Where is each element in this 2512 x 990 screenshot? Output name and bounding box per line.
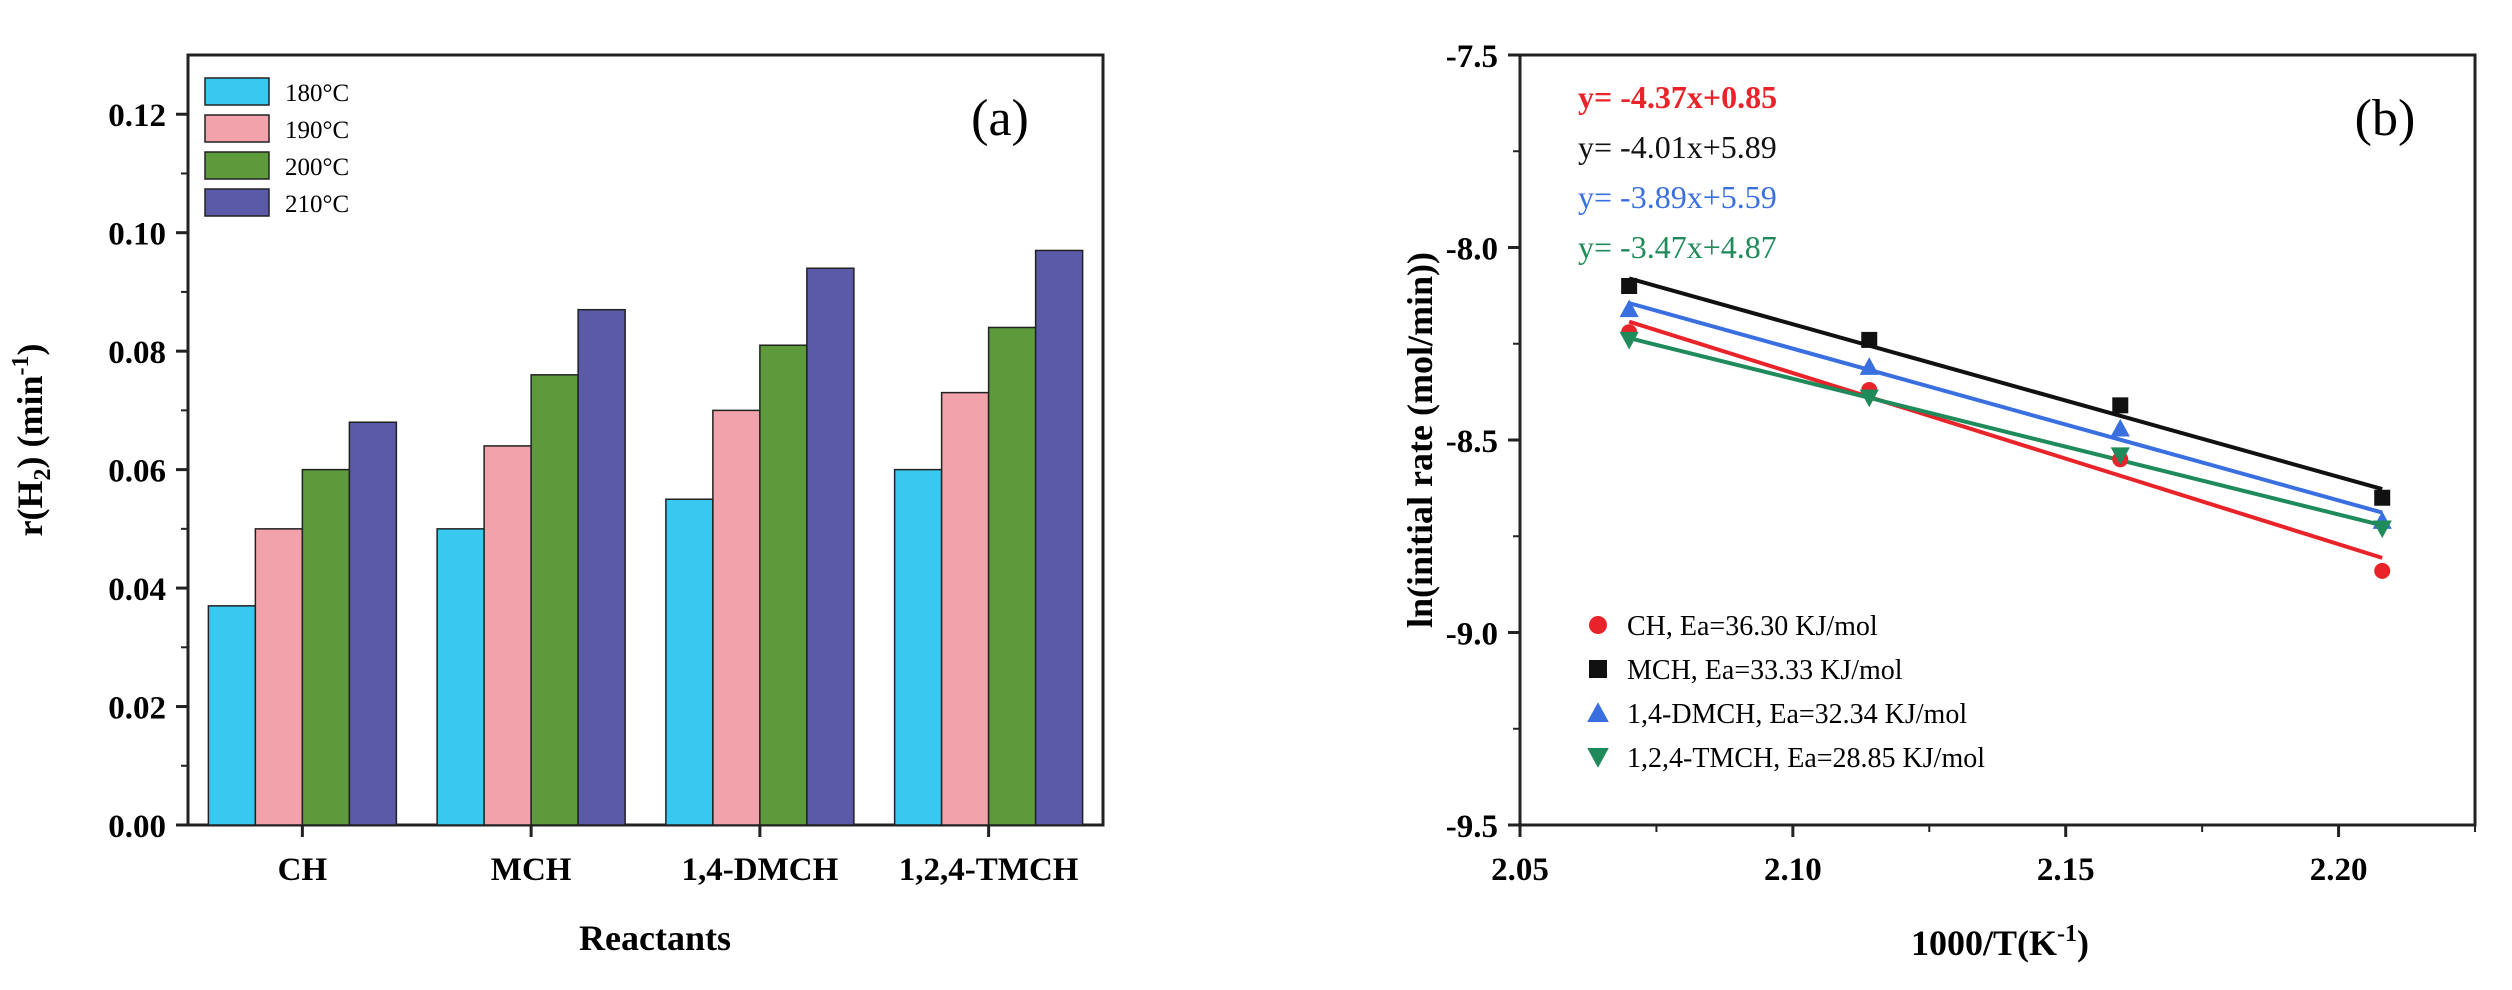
x-tick-label: 1,2,4-TMCH: [899, 852, 1079, 888]
legend-swatch: [204, 77, 270, 106]
legend-label: MCH, Ea=33.33 KJ/mol: [1627, 655, 1903, 686]
bar: [893, 468, 943, 826]
bar: [530, 374, 579, 826]
scatter-chart-panel: -7.5 -8.0 -8.5 -9.0 -9.5 2.05 2.10 2.15 2.20 y=…: [1400, 39, 2477, 963]
y-tick-label: 0.00: [108, 809, 166, 845]
bar: [301, 468, 351, 826]
y-tick-label: -9.5: [1446, 809, 1498, 845]
bar: [712, 409, 761, 826]
legend-label: CH, Ea=36.30 KJ/mol: [1627, 611, 1878, 642]
data-point: [1861, 331, 1878, 348]
panel-label: (b): [2355, 90, 2416, 147]
y-axis-label: r(H2) (min-1): [8, 344, 56, 537]
legend-marker: [1587, 702, 1609, 722]
fit-equations: y= -4.37x+0.85 y= -4.01x+5.89 y= -3.89x+5.…: [1578, 79, 1777, 265]
y-tick-label: 0.02: [108, 691, 166, 727]
bar: [348, 421, 398, 826]
legend-swatch: [204, 114, 270, 143]
legend-marker: [1587, 748, 1609, 768]
legend-marker: [1589, 660, 1607, 678]
x-tick-label: 2.15: [2037, 852, 2095, 888]
bar: [759, 344, 808, 826]
x-axis-label: 1000/T(K-1): [1911, 921, 2089, 963]
legend-label: 1,2,4-TMCH, Ea=28.85 KJ/mol: [1627, 743, 1985, 774]
plot-frame: [186, 53, 1105, 827]
fit-line: [1628, 319, 2383, 560]
fit-line: [1628, 301, 2383, 515]
x-axis-ticks: CH MCH 1,4-DMCH 1,2,4-TMCH: [278, 825, 1079, 888]
y-tick-label: -8.5: [1446, 424, 1498, 460]
y-tick-label: 0.10: [108, 217, 166, 253]
data-point: [1859, 389, 1879, 408]
data-point: [2374, 489, 2391, 506]
x-tick-label: 2.20: [2310, 852, 2368, 888]
legend-label: 200°C: [285, 154, 349, 181]
x-tick-label: MCH: [491, 852, 572, 888]
legend-swatch: [204, 188, 270, 217]
legend-swatch: [204, 151, 270, 180]
legend-label: 190°C: [285, 117, 349, 144]
bar: [254, 528, 304, 826]
bar: [665, 498, 714, 826]
legend: 180°C 190°C 200°C 210°C: [204, 77, 349, 218]
legend-marker: [1589, 616, 1607, 634]
legend: CH, Ea=36.30 KJ/mol MCH, Ea=33.33 KJ/mol 1…: [1587, 611, 1985, 774]
data-point: [2372, 520, 2392, 539]
fit-equation: y= -4.01x+5.89: [1578, 129, 1777, 165]
legend-label: 180°C: [285, 80, 349, 107]
y-tick-label: 0.12: [108, 98, 166, 134]
y-tick-label: 0.04: [108, 572, 166, 608]
x-tick-label: CH: [278, 852, 328, 888]
data-point: [2112, 397, 2129, 414]
data-point: [1859, 357, 1879, 375]
bar: [1034, 249, 1084, 826]
panel-label: (a): [971, 90, 1029, 147]
fit-line: [1628, 276, 2383, 492]
bar: [207, 605, 257, 826]
bar: [483, 445, 532, 826]
x-axis-label: Reactants: [579, 918, 731, 958]
data-points: [1619, 278, 2392, 579]
bar-chart-panel: 0.00 0.02 0.04 0.06 0.08 0.10 0.12 CH MCH 1,4-DM…: [8, 53, 1105, 958]
y-tick-label: 0.08: [108, 335, 166, 371]
data-point: [2110, 418, 2130, 437]
fit-equation: y= -4.37x+0.85: [1578, 79, 1777, 115]
data-point: [1619, 299, 1639, 318]
x-axis-ticks: 2.05 2.10 2.15 2.20: [1491, 825, 2476, 888]
bar: [806, 267, 855, 826]
y-axis-label: ln(initial rate (mol/min)): [1400, 252, 1440, 628]
fit-lines: [1628, 276, 2383, 560]
legend-label: 1,4-DMCH, Ea=32.34 KJ/mol: [1627, 699, 1967, 730]
y-axis-ticks: 0.00 0.02 0.04 0.06 0.08 0.10 0.12: [108, 98, 188, 845]
x-tick-label: 2.05: [1491, 852, 1549, 888]
bar-group: [207, 249, 1084, 826]
bar: [436, 528, 485, 826]
legend-label: 210°C: [285, 191, 349, 218]
y-tick-label: -8.0: [1446, 232, 1498, 268]
bar: [987, 326, 1037, 826]
data-point: [2374, 562, 2391, 579]
y-tick-label: 0.06: [108, 454, 166, 490]
x-tick-label: 2.10: [1764, 852, 1822, 888]
fit-equation: y= -3.47x+4.87: [1578, 229, 1777, 265]
x-tick-label: 1,4-DMCH: [682, 852, 839, 888]
fit-line: [1628, 336, 2383, 528]
data-point: [1621, 278, 1638, 294]
bar: [577, 308, 626, 826]
y-axis-ticks: -7.5 -8.0 -8.5 -9.0 -9.5: [1446, 39, 1520, 845]
y-tick-label: -7.5: [1446, 39, 1498, 75]
bar: [940, 391, 990, 826]
data-point: [2110, 447, 2130, 465]
fit-equation: y= -3.89x+5.59: [1578, 179, 1777, 215]
data-point: [1619, 331, 1639, 350]
y-tick-label: -9.0: [1446, 617, 1498, 653]
